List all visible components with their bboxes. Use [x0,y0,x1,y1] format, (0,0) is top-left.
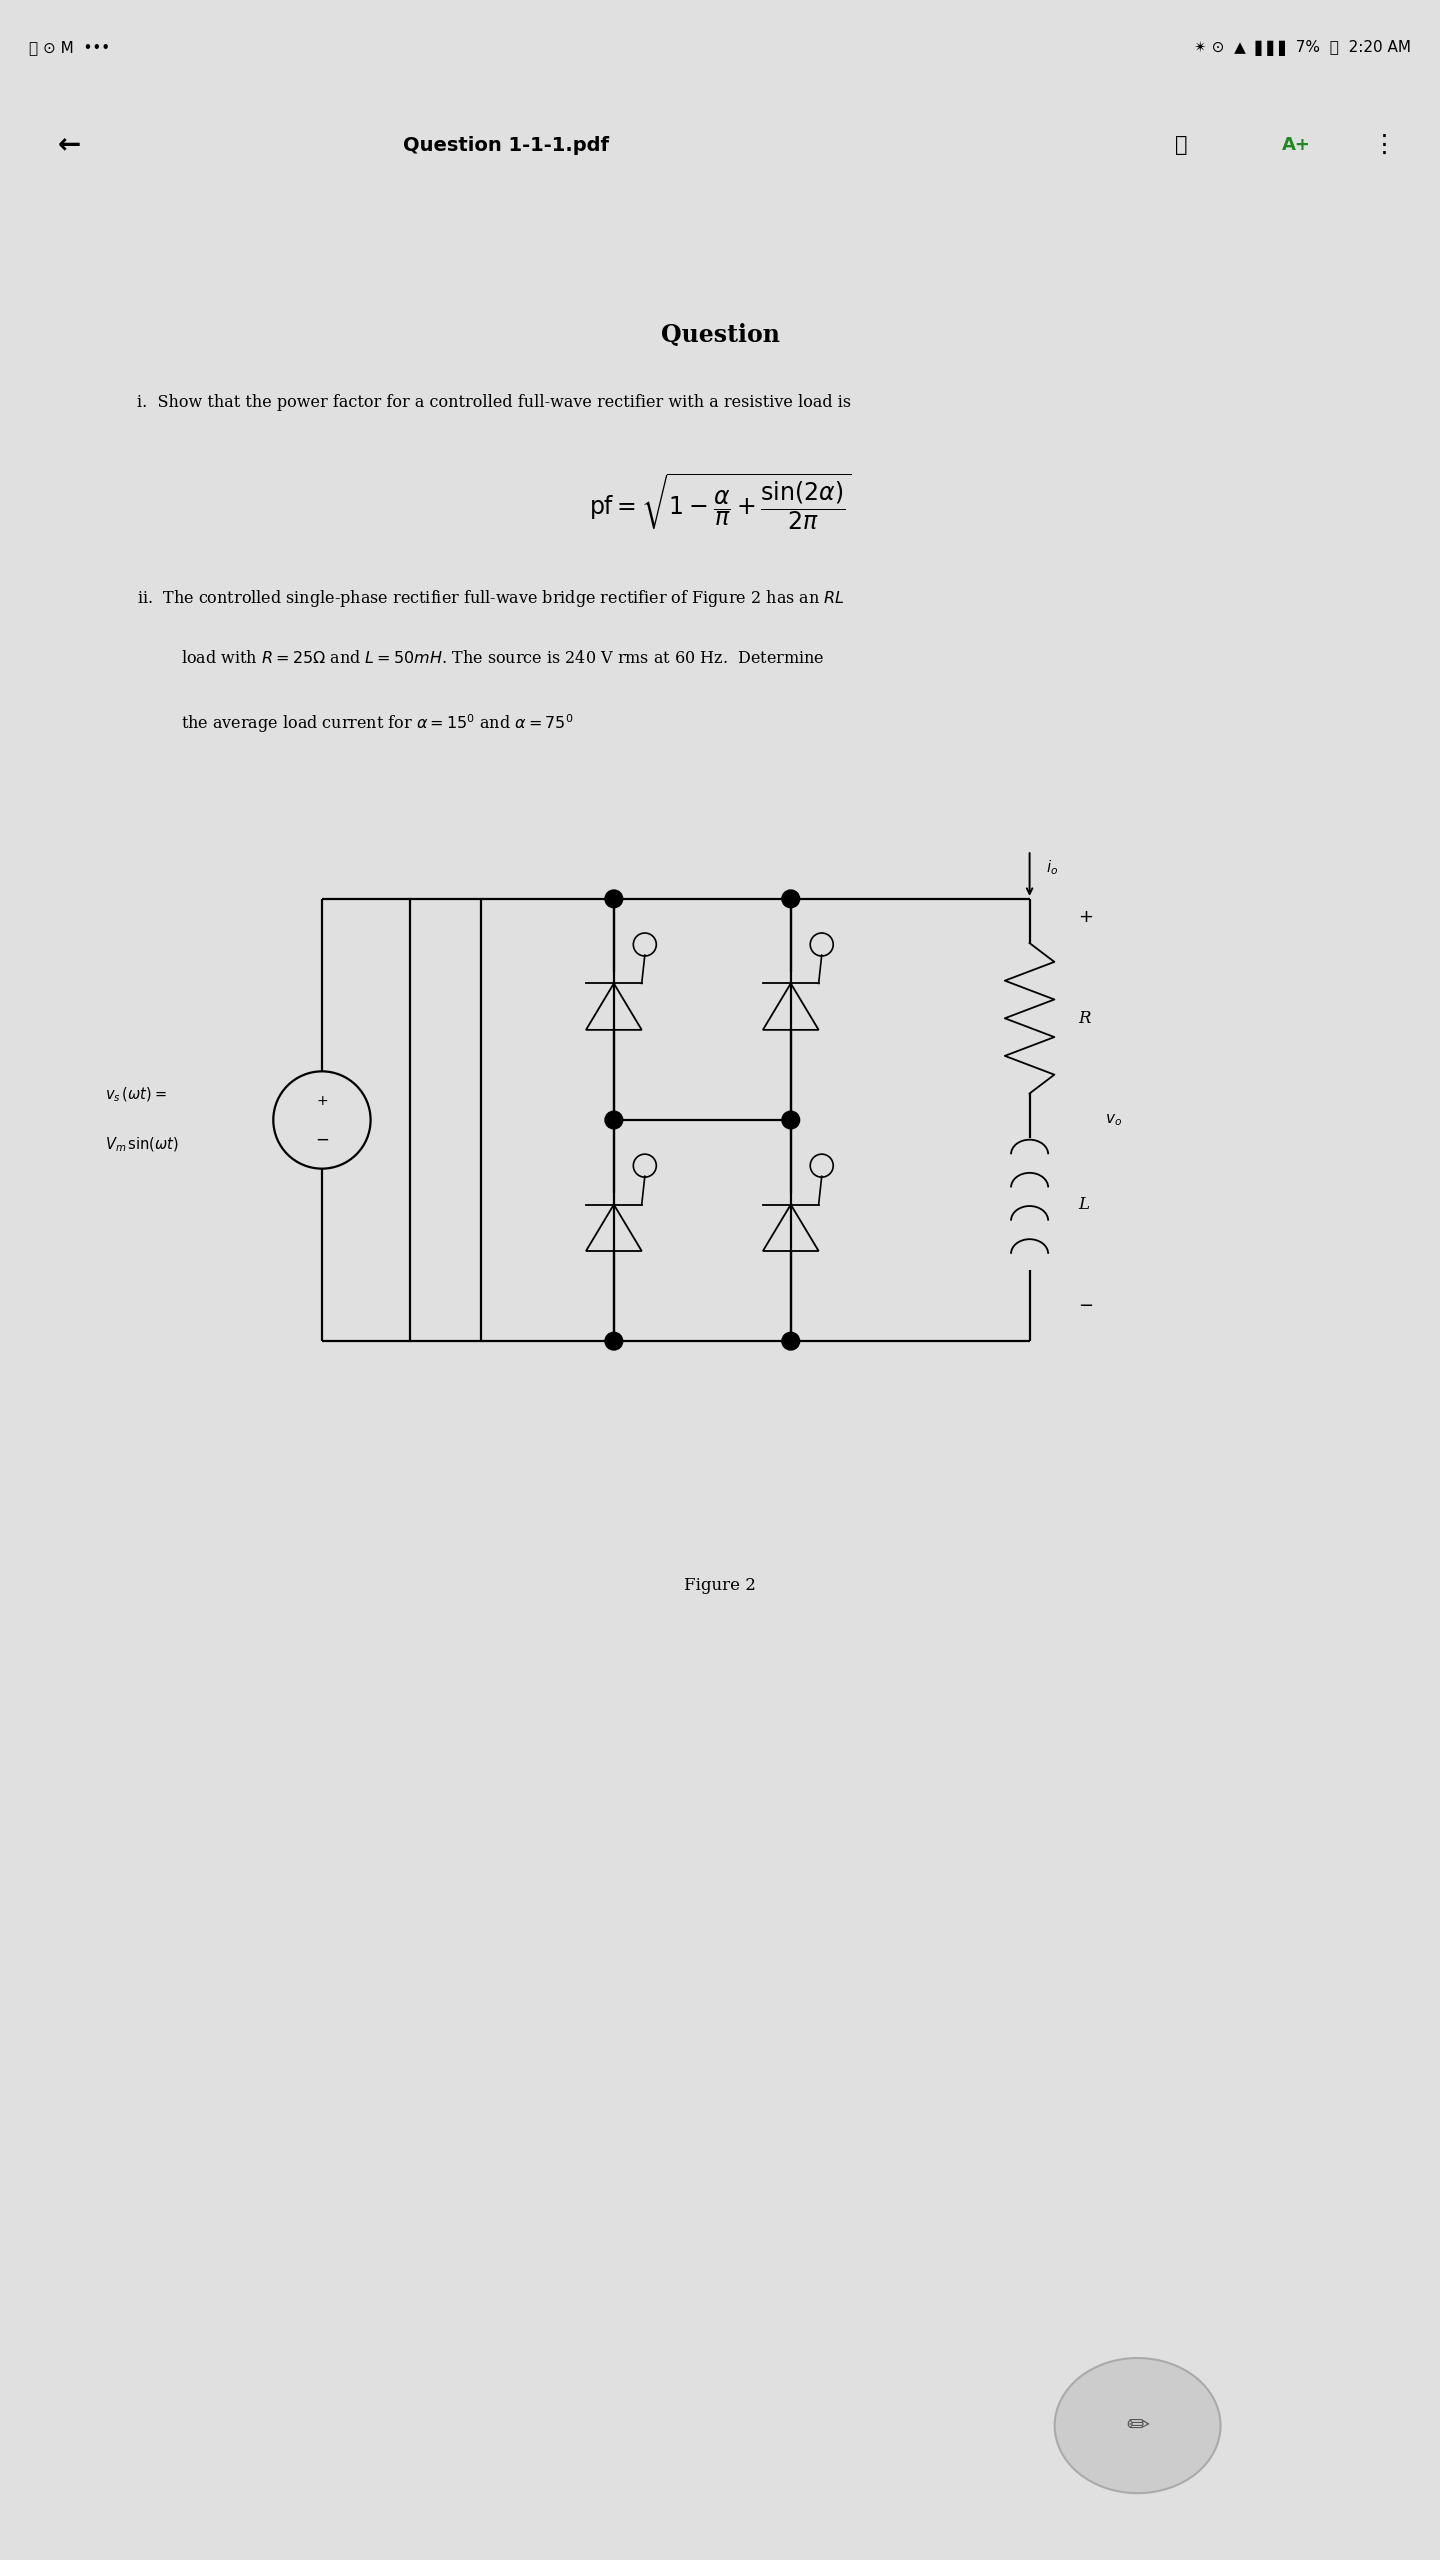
Text: the average load current for $\alpha = 15^{0}$ and $\alpha = 75^{0}$: the average load current for $\alpha = 1… [181,712,573,735]
Circle shape [605,1111,622,1129]
Text: $V_m\,\sin(\omega t)$: $V_m\,\sin(\omega t)$ [105,1137,179,1155]
Text: Figure 2: Figure 2 [684,1577,756,1595]
Text: ←: ← [58,131,81,159]
Text: $\mathrm{pf} = \sqrt{1 - \dfrac{\alpha}{\pi} + \dfrac{\sin(2\alpha)}{2\pi}}$: $\mathrm{pf} = \sqrt{1 - \dfrac{\alpha}{… [589,471,851,532]
Circle shape [605,1331,622,1349]
Text: −: − [1079,1298,1093,1316]
Text: ✴ ⊙  ▲  ▌▌▌ 7%  🔋  2:20 AM: ✴ ⊙ ▲ ▌▌▌ 7% 🔋 2:20 AM [1194,41,1411,56]
Circle shape [782,1111,799,1129]
Text: +: + [1079,909,1093,927]
Circle shape [605,891,622,909]
Text: ✏: ✏ [1126,2412,1149,2440]
Circle shape [782,891,799,909]
Text: $v_o$: $v_o$ [1104,1111,1122,1129]
Text: 🔊 ⊙ M  •••: 🔊 ⊙ M ••• [29,41,109,56]
Text: ⋮: ⋮ [1372,133,1397,156]
Text: R: R [1079,1009,1090,1027]
Text: A+: A+ [1282,136,1310,154]
Text: L: L [1079,1196,1089,1213]
Text: i.  Show that the power factor for a controlled full-wave rectifier with a resis: i. Show that the power factor for a cont… [137,394,851,412]
Text: Question 1-1-1.pdf: Question 1-1-1.pdf [403,136,609,154]
Text: load with $R = 25\Omega$ and $L = 50mH$. The source is 240 V rms at 60 Hz.  Dete: load with $R = 25\Omega$ and $L = 50mH$.… [181,650,824,668]
Text: +: + [317,1093,328,1108]
Bar [410,899,481,1341]
Text: 🔍: 🔍 [1175,136,1187,156]
Text: $v_s\,(\omega t) =$: $v_s\,(\omega t) =$ [105,1085,167,1103]
Circle shape [782,1331,799,1349]
Text: Question: Question [661,323,779,348]
Circle shape [1054,2358,1221,2493]
Text: ii.  The controlled single-phase rectifier full-wave bridge rectifier of Figure : ii. The controlled single-phase rectifie… [137,589,845,609]
Text: −: − [315,1132,328,1149]
Text: $i_o$: $i_o$ [1045,858,1058,878]
